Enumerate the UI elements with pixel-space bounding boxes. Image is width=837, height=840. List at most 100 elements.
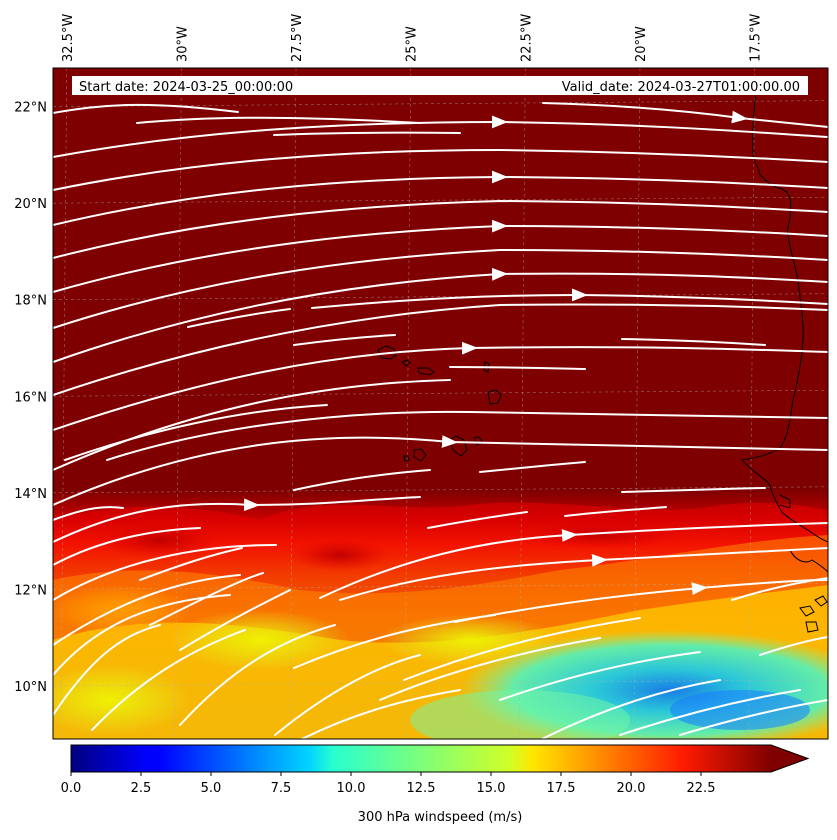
- streamline: [319, 522, 828, 599]
- streamline: [427, 511, 528, 529]
- colorbar-tick-label: 5.0: [201, 781, 222, 796]
- streamline: [274, 654, 421, 736]
- streamline: [759, 636, 828, 656]
- latitude-label: 22°N: [14, 101, 47, 116]
- colorbar-tick-label: 2.5: [131, 781, 152, 796]
- streamline: [53, 574, 241, 646]
- streamline: [273, 131, 461, 136]
- guinea-bissau-islands-2: [805, 621, 819, 633]
- streamline: [53, 435, 828, 506]
- colorbar-tick-label: 22.5: [687, 781, 716, 796]
- streamline: [53, 199, 828, 259]
- longitude-gridline: [404, 68, 411, 739]
- valid-date-label: Valid_date: 2024-03-27T01:00:00.00: [562, 80, 800, 95]
- streamline: [311, 288, 828, 309]
- longitude-label: 30°W: [175, 26, 190, 62]
- cape-verde-santo-antao: [377, 345, 397, 360]
- colorbar-label: 300 hPa windspeed (m/s): [358, 810, 523, 825]
- streamline: [293, 614, 496, 669]
- streamline: [53, 248, 828, 329]
- streamline: [53, 115, 828, 158]
- african-coastline: [741, 89, 828, 543]
- latitude-label: 14°N: [14, 487, 47, 502]
- latitude-label: 18°N: [14, 294, 47, 309]
- streamline: [53, 170, 828, 226]
- header-box: [72, 76, 808, 95]
- longitude-gridline: [633, 68, 641, 739]
- streamline: [379, 637, 601, 701]
- streamline: [179, 624, 336, 726]
- colorbar-tick-label: 0.0: [61, 781, 82, 796]
- colorbar-tick-label: 12.5: [407, 781, 436, 796]
- streamline: [53, 379, 451, 471]
- streamline: [542, 102, 828, 128]
- streamline: [293, 334, 396, 346]
- streamline: [621, 487, 766, 493]
- streamline: [53, 148, 828, 191]
- longitude-label: 25°W: [405, 26, 420, 62]
- longitude-gridline: [519, 68, 526, 739]
- streamline: [91, 629, 246, 731]
- streamline: [53, 527, 201, 566]
- longitude-gridline: [60, 68, 68, 739]
- streamline: [539, 679, 721, 739]
- streamline: [53, 341, 828, 431]
- streamline: [136, 116, 421, 124]
- bijagos-coast: [789, 549, 828, 573]
- latitude-label: 16°N: [14, 390, 47, 405]
- latitude-label: 12°N: [14, 583, 47, 598]
- streamline: [139, 547, 243, 581]
- cape-verde-sao-nicolau: [417, 367, 435, 376]
- colorbar: 0.0 2.5 5.0 7.5 10.0 12.5 15.0 17.5 20.0 22.5 300…: [61, 744, 810, 825]
- latitude-labels: 22°N 20°N 18°N 16°N 14°N 12°N 10°N: [14, 101, 47, 695]
- longitude-label: 22.5°W: [519, 14, 534, 62]
- streamline: [53, 624, 161, 716]
- longitude-gridline: [748, 68, 755, 739]
- streamline: [564, 506, 667, 517]
- streamline: [53, 544, 277, 601]
- streamline: [619, 689, 801, 736]
- start-date-label: Start date: 2024-03-25_00:00:00: [79, 80, 293, 95]
- streamline: [339, 547, 828, 601]
- streamline: [187, 308, 291, 328]
- colorbar-outline: [70, 744, 810, 773]
- streamline: [53, 594, 231, 676]
- streamline: [179, 589, 291, 651]
- streamline: [149, 572, 264, 626]
- longitude-label: 20°W: [634, 26, 649, 62]
- streamline: [479, 461, 586, 473]
- streamline: [53, 267, 828, 363]
- map-frame: [52, 67, 829, 740]
- streamline: [64, 404, 328, 461]
- windspeed-field: [53, 68, 828, 739]
- streamline: [454, 579, 828, 623]
- colorbar-extend-arrow: [771, 745, 808, 772]
- guinea-bissau-islands-3: [814, 595, 828, 607]
- longitude-gridline: [289, 68, 297, 739]
- colorbar-tick-label: 20.0: [617, 781, 646, 796]
- colorbar-tick-label: 7.5: [271, 781, 292, 796]
- longitude-gridline: [175, 68, 182, 739]
- streamline: [53, 103, 239, 114]
- longitude-label: 17.5°W: [749, 14, 764, 62]
- longitude-labels: 32.5°W 30°W 27.5°W 25°W 22.5°W 20°W 17.5°W: [61, 14, 764, 62]
- streamlines: [53, 102, 828, 739]
- colorbar-tick-label: 15.0: [477, 781, 506, 796]
- streamline: [293, 469, 431, 491]
- cape-verde-sao-vicente: [401, 359, 411, 367]
- coastlines: [377, 89, 828, 633]
- colorbar-ticks: 0.0 2.5 5.0 7.5 10.0 12.5 15.0 17.5 20.0 22.5: [61, 772, 716, 796]
- latitude-label: 10°N: [14, 680, 47, 695]
- gambia-coast: [779, 494, 791, 509]
- guinea-bissau-islands-1: [799, 605, 815, 617]
- longitude-label: 32.5°W: [61, 14, 76, 62]
- streamline: [106, 410, 828, 461]
- colorbar-tick-label: 17.5: [547, 781, 576, 796]
- streamline: [53, 219, 828, 293]
- cape-verde-brava: [403, 455, 410, 462]
- cape-verde-fogo: [413, 448, 427, 462]
- streamline: [449, 366, 586, 370]
- streamline: [679, 699, 828, 736]
